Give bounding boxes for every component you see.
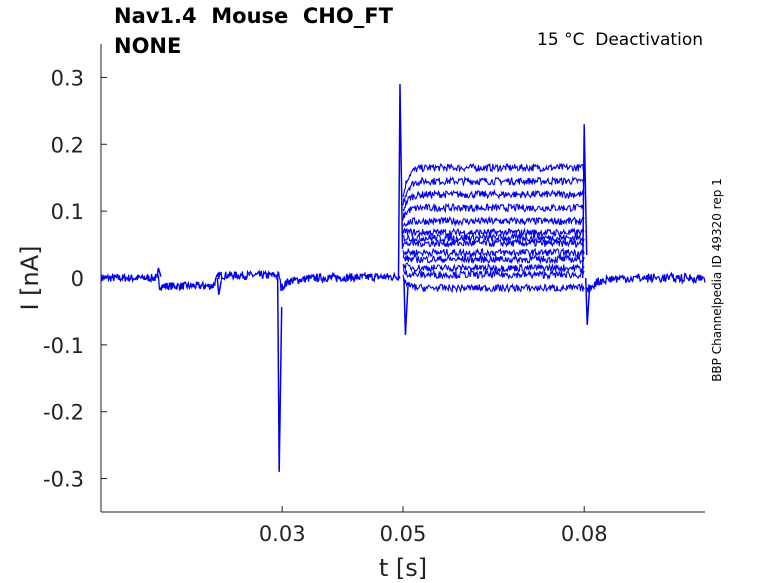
x-tick-label: 0.03 (259, 522, 306, 546)
transient-spike (276, 277, 283, 472)
y-axis-label: I [nA] (16, 245, 44, 310)
step-series-trace (402, 237, 585, 249)
transient-spike (584, 277, 591, 325)
step-series-trace (402, 188, 585, 213)
transient-spike (216, 277, 223, 295)
x-tick-label: 0.08 (561, 522, 608, 546)
step-series-trace (402, 262, 585, 274)
baseline-trace (100, 269, 401, 292)
y-tick-label: -0.2 (43, 401, 84, 425)
step-series-trace (402, 202, 585, 221)
y-tick-label: -0.1 (43, 334, 84, 358)
condition-label: 15 °C Deactivation (537, 30, 703, 50)
transient-spike (156, 267, 162, 279)
step-series-trace (402, 227, 585, 239)
y-tick-label: 0.1 (51, 200, 84, 224)
step-series-trace (402, 274, 585, 294)
step-series-trace (402, 175, 585, 206)
step-series-trace (402, 253, 585, 265)
step-series-trace (402, 247, 585, 259)
transient-spike (397, 84, 404, 279)
transient-spike (403, 277, 409, 335)
y-tick-label: 0.2 (51, 133, 84, 157)
x-tick-label: 0.05 (380, 522, 427, 546)
y-tick-label: -0.3 (43, 468, 84, 492)
y-tick-label: 0.3 (51, 66, 84, 90)
tail-trace (586, 271, 706, 293)
y-tick-label: 0 (71, 267, 84, 291)
chart-title-line1: Nav1.4 Mouse CHO_FT (114, 4, 393, 28)
step-series-trace (402, 215, 585, 228)
x-axis-label: t [s] (379, 554, 427, 582)
step-series-trace (402, 268, 585, 281)
step-series-trace (402, 162, 585, 197)
transient-spike (581, 124, 588, 279)
step-series-trace (402, 232, 585, 244)
chart-title-line2: NONE (114, 34, 182, 58)
